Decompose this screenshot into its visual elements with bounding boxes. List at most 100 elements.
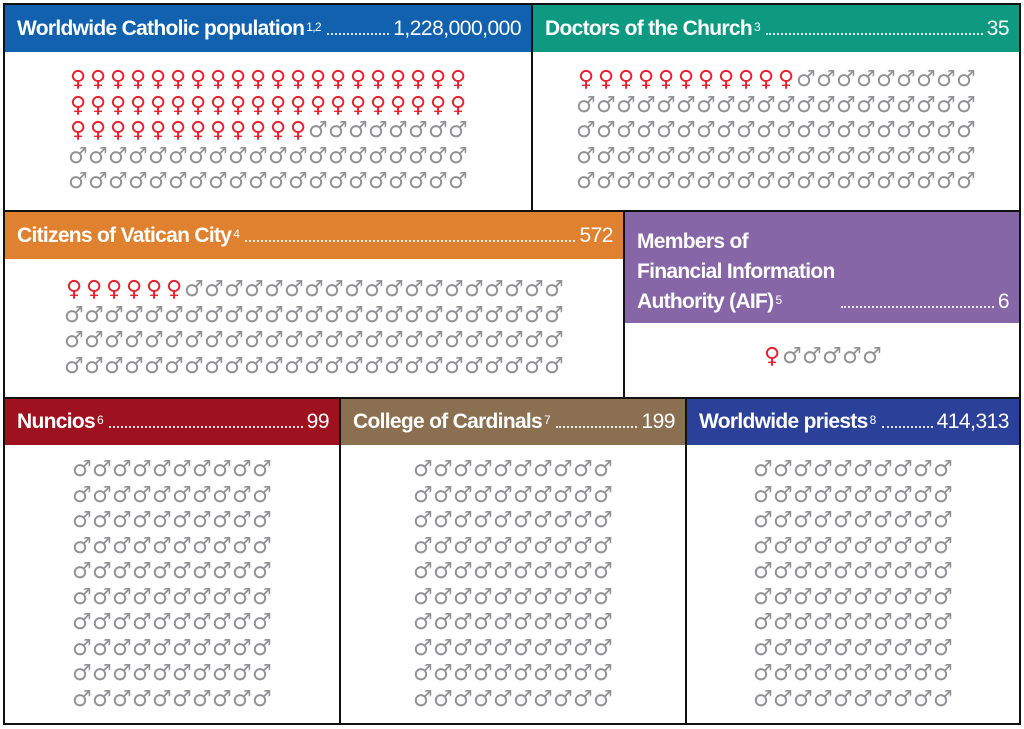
male-symbol-icon: ♂: [933, 533, 953, 559]
male-symbol-icon: ♂: [636, 118, 656, 144]
male-symbol-icon: ♂: [453, 584, 473, 610]
male-symbol-icon: ♂: [513, 482, 533, 508]
male-symbol-icon: ♂: [836, 143, 856, 169]
male-symbol-icon: ♂: [384, 328, 404, 354]
male-symbol-icon: ♂: [513, 661, 533, 687]
male-symbol-icon: ♂: [64, 328, 84, 354]
male-symbol-icon: ♂: [308, 169, 328, 195]
female-symbol-icon: ♀: [229, 92, 247, 118]
icon-row: ♂ ♂ ♂ ♂ ♂ ♂ ♂ ♂ ♂ ♂: [753, 636, 953, 662]
male-symbol-icon: ♂: [408, 118, 428, 144]
male-symbol-icon: ♂: [916, 143, 936, 169]
female-symbol-icon: ♀: [209, 92, 227, 118]
male-symbol-icon: ♂: [428, 118, 448, 144]
male-symbol-icon: ♂: [433, 508, 453, 534]
male-symbol-icon: ♂: [192, 533, 212, 559]
icon-row: ♂ ♂ ♂ ♂ ♂ ♂ ♂ ♂ ♂ ♂ ♂ ♂ ♂ ♂ ♂ ♂ ♂ ♂ ♂ ♂ ♂ ♂ ♂ ♂ ♂: [64, 328, 564, 354]
footnote-marker: 4: [233, 227, 240, 241]
female-symbol-icon: ♀: [189, 67, 207, 93]
male-symbol-icon: ♂: [513, 533, 533, 559]
male-symbol-icon: ♂: [776, 143, 796, 169]
male-symbol-icon: ♂: [816, 169, 836, 195]
male-symbol-icon: ♂: [72, 610, 92, 636]
male-symbol-icon: ♂: [108, 169, 128, 195]
male-symbol-icon: ♂: [132, 610, 152, 636]
male-symbol-icon: ♂: [913, 457, 933, 483]
female-symbol-icon: ♀: [169, 67, 187, 93]
male-symbol-icon: ♂: [144, 353, 164, 379]
male-symbol-icon: ♂: [252, 584, 272, 610]
male-symbol-icon: ♂: [484, 302, 504, 328]
title-text: Nuncios: [17, 410, 96, 433]
male-symbol-icon: ♂: [72, 457, 92, 483]
male-symbol-icon: ♂: [773, 635, 793, 661]
male-symbol-icon: ♂: [596, 118, 616, 144]
male-symbol-icon: ♂: [144, 302, 164, 328]
female-symbol-icon: ♀: [329, 92, 347, 118]
male-symbol-icon: ♂: [433, 584, 453, 610]
male-symbol-icon: ♂: [513, 508, 533, 534]
male-symbol-icon: ♂: [184, 277, 204, 303]
male-symbol-icon: ♂: [493, 661, 513, 687]
male-symbol-icon: ♂: [796, 169, 816, 195]
male-symbol-icon: ♂: [184, 302, 204, 328]
male-symbol-icon: ♂: [132, 457, 152, 483]
male-symbol-icon: ♂: [212, 508, 232, 534]
male-symbol-icon: ♂: [753, 533, 773, 559]
male-symbol-icon: ♂: [232, 610, 252, 636]
male-symbol-icon: ♂: [168, 169, 188, 195]
male-symbol-icon: ♂: [573, 457, 593, 483]
icon-row: ♂ ♂ ♂ ♂ ♂ ♂ ♂ ♂ ♂ ♂ ♂ ♂ ♂ ♂ ♂ ♂ ♂ ♂ ♂ ♂ ♂ ♂ ♂ ♂ ♂: [64, 303, 564, 329]
male-symbol-icon: ♂: [933, 610, 953, 636]
male-symbol-icon: ♂: [144, 328, 164, 354]
female-symbol-icon: ♀: [717, 67, 735, 93]
male-symbol-icon: ♂: [676, 118, 696, 144]
male-symbol-icon: ♂: [192, 661, 212, 687]
male-symbol-icon: ♂: [348, 169, 368, 195]
female-symbol-icon: ♀: [449, 67, 467, 93]
male-symbol-icon: ♂: [573, 584, 593, 610]
male-symbol-icon: ♂: [896, 169, 916, 195]
male-symbol-icon: ♂: [232, 559, 252, 585]
panel-value: 572: [579, 224, 613, 247]
male-symbol-icon: ♂: [793, 533, 813, 559]
male-symbol-icon: ♂: [616, 118, 636, 144]
male-symbol-icon: ♂: [212, 584, 232, 610]
male-symbol-icon: ♂: [933, 686, 953, 712]
female-symbol-icon: ♀: [349, 92, 367, 118]
icon-row: ♀ ♀ ♀ ♀ ♀ ♀ ♂ ♂ ♂ ♂ ♂ ♂ ♂ ♂ ♂ ♂ ♂ ♂ ♂ ♂ ♂ ♂ ♂ ♂ ♂: [64, 277, 564, 303]
male-symbol-icon: ♂: [793, 559, 813, 585]
male-symbol-icon: ♂: [413, 584, 433, 610]
male-symbol-icon: ♂: [473, 610, 493, 636]
male-symbol-icon: ♂: [893, 559, 913, 585]
male-symbol-icon: ♂: [413, 686, 433, 712]
male-symbol-icon: ♂: [593, 686, 613, 712]
female-symbol-icon: ♀: [389, 92, 407, 118]
male-symbol-icon: ♂: [92, 533, 112, 559]
male-symbol-icon: ♂: [913, 610, 933, 636]
male-symbol-icon: ♂: [172, 661, 192, 687]
male-symbol-icon: ♂: [384, 302, 404, 328]
male-symbol-icon: ♂: [524, 302, 544, 328]
icon-grid: ♀ ♂ ♂ ♂ ♂ ♂: [625, 344, 1019, 370]
male-symbol-icon: ♂: [716, 118, 736, 144]
female-symbol-icon: ♀: [269, 92, 287, 118]
icon-row: ♂ ♂ ♂ ♂ ♂ ♂ ♂ ♂ ♂ ♂: [72, 457, 272, 483]
panel-worldwide-priests: Worldwide priests 8 414,313 ♂ ♂ ♂ ♂ ♂ ♂ ♂ ♂ ♂ ♂ ♂ ♂ ♂ ♂ ♂…: [685, 397, 1021, 725]
icon-row: ♀ ♀ ♀ ♀ ♀ ♀ ♀ ♀ ♀ ♀ ♀ ♀ ♀ ♀ ♀ ♀ ♀ ♀ ♀ ♀: [68, 67, 468, 93]
male-symbol-icon: ♂: [252, 686, 272, 712]
male-symbol-icon: ♂: [533, 635, 553, 661]
female-symbol-icon: ♀: [85, 277, 103, 303]
panel-nuncios: Nuncios 6 99 ♂ ♂ ♂ ♂ ♂ ♂ ♂ ♂ ♂ ♂ ♂ ♂ ♂ ♂ ♂ ♂ ♂ ♂ ♂ ♂ ♂ ♂ ♂ ♂ ♂ ♂ ♂ ♂ ♂ ♂…: [3, 397, 341, 725]
male-symbol-icon: ♂: [212, 686, 232, 712]
male-symbol-icon: ♂: [172, 584, 192, 610]
male-symbol-icon: ♂: [473, 559, 493, 585]
male-symbol-icon: ♂: [596, 143, 616, 169]
male-symbol-icon: ♂: [344, 328, 364, 354]
male-symbol-icon: ♂: [753, 457, 773, 483]
male-symbol-icon: ♂: [364, 328, 384, 354]
male-symbol-icon: ♂: [208, 169, 228, 195]
male-symbol-icon: ♂: [433, 533, 453, 559]
female-symbol-icon: ♀: [737, 67, 755, 93]
male-symbol-icon: ♂: [593, 533, 613, 559]
